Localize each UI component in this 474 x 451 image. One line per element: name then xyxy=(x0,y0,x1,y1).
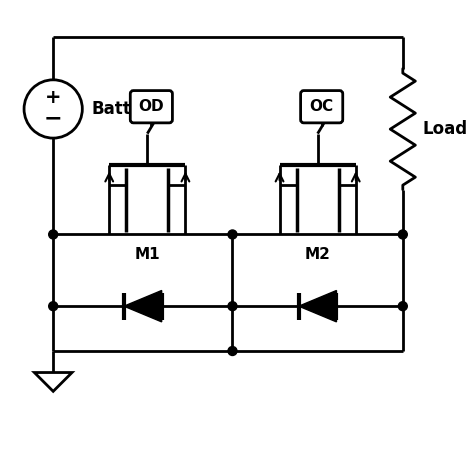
Polygon shape xyxy=(35,373,72,391)
FancyBboxPatch shape xyxy=(301,91,343,123)
Polygon shape xyxy=(124,290,162,322)
FancyBboxPatch shape xyxy=(130,91,173,123)
Circle shape xyxy=(49,230,58,239)
Text: M1: M1 xyxy=(135,247,160,262)
Circle shape xyxy=(49,302,58,311)
Circle shape xyxy=(228,230,237,239)
Circle shape xyxy=(228,302,237,311)
Text: Battery: Battery xyxy=(91,100,162,118)
Polygon shape xyxy=(299,290,337,322)
Text: M2: M2 xyxy=(305,247,330,262)
Text: Load: Load xyxy=(423,120,468,138)
Circle shape xyxy=(228,346,237,355)
Text: +: + xyxy=(45,88,62,107)
Text: OC: OC xyxy=(310,99,334,114)
Circle shape xyxy=(398,230,407,239)
Text: −: − xyxy=(44,109,63,129)
Text: OD: OD xyxy=(138,99,164,114)
Circle shape xyxy=(398,302,407,311)
